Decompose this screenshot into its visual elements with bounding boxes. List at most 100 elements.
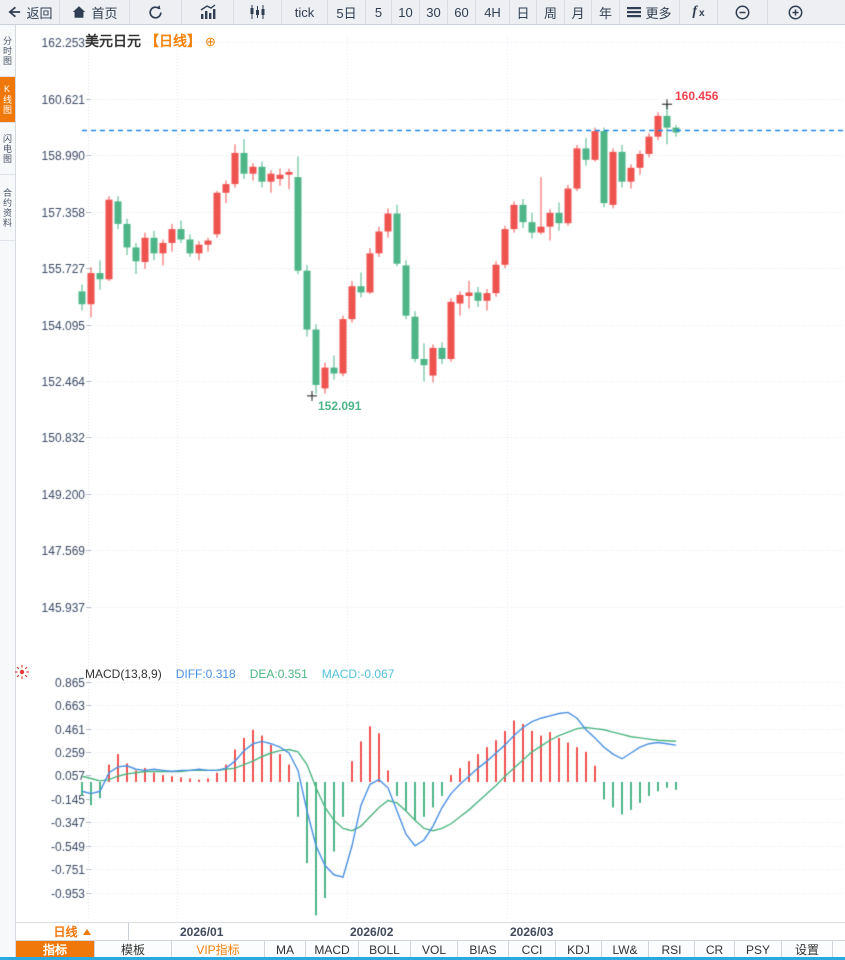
tab-vip-indicators[interactable]: VIP指标 (172, 941, 265, 958)
macd-macd-value: MACD:-0.067 (321, 667, 395, 681)
tab-kdj[interactable]: KDJ (556, 941, 602, 958)
tab-label: 模板 (120, 943, 145, 957)
candlestick-icon (249, 4, 266, 20)
period-label: 4H (484, 4, 501, 20)
sidebar-item-label: K线图 (2, 84, 12, 115)
tab-bias[interactable]: BIAS (458, 941, 509, 958)
tab-label: VOL (421, 942, 446, 957)
period-label: 周 (543, 5, 557, 21)
tab-label: LW& (612, 942, 638, 957)
tab-psy[interactable]: PSY (735, 941, 782, 958)
period-10min-button[interactable]: 10 (392, 0, 420, 24)
tab-macd[interactable]: MACD (306, 941, 359, 958)
period-4h-button[interactable]: 4H (476, 0, 510, 24)
high-price-marker: 160.456 (675, 89, 719, 104)
tick-period-button[interactable]: tick (282, 0, 328, 24)
macd-dea-value: DEA:0.351 (249, 667, 308, 681)
period-week-button[interactable]: 周 (537, 0, 565, 24)
tab-label: CR (705, 942, 724, 957)
period-selector-label: 日线 (53, 925, 78, 939)
period-day-button[interactable]: 日 (510, 0, 537, 24)
add-indicator-icon[interactable]: ⊕ (205, 33, 216, 49)
fx-icon-x: x (699, 8, 705, 19)
home-button[interactable]: 首页 (60, 0, 130, 24)
tab-settings[interactable]: 设置 (782, 941, 833, 958)
tab-vol[interactable]: VOL (411, 941, 458, 958)
macd-header: MACD(13,8,9) DIFF:0.318 DEA:0.351 MACD:-… (85, 667, 394, 681)
refresh-button[interactable] (130, 0, 182, 24)
indicator-tabbar: 指标 模板 VIP指标 MA MACD BOLL VOL BIAS CCI KD… (16, 940, 845, 958)
tab-label: CCI (521, 942, 543, 957)
tab-boll[interactable]: BOLL (359, 941, 411, 958)
tab-label: 设置 (794, 943, 819, 957)
symbol-name: 美元日元 (85, 33, 141, 49)
home-label: 首页 (91, 5, 118, 21)
tab-label: BIAS (469, 942, 497, 957)
sidebar-item-kline-chart[interactable]: K线图 (0, 77, 15, 123)
sidebar-item-label: 闪电图 (2, 133, 12, 164)
tab-cr[interactable]: CR (695, 941, 735, 958)
line-chart-button[interactable] (182, 0, 234, 24)
period-label: 日 (516, 5, 530, 21)
tab-ma[interactable]: MA (265, 941, 306, 958)
period-selector-dropdown[interactable]: 日线 (16, 923, 129, 941)
x-axis-label: 2026/01 (180, 925, 224, 939)
chart-type-sidebar: 分时图 K线图 闪电图 合约资料 (0, 25, 16, 958)
x-axis-label: 2026/02 (350, 925, 394, 939)
more-button[interactable]: 更多 (620, 0, 680, 24)
tab-label: 指标 (42, 943, 67, 957)
sidebar-item-lightning-chart[interactable]: 闪电图 (0, 123, 15, 175)
period-label: 60 (454, 4, 469, 20)
period-5min-button[interactable]: 5 (366, 0, 392, 24)
low-price-marker: 152.091 (318, 398, 362, 413)
period-label: 5日 (336, 5, 357, 21)
period-label: 年 (598, 5, 612, 21)
back-button[interactable]: 返回 (0, 0, 60, 24)
sidebar-item-time-chart[interactable]: 分时图 (0, 25, 15, 77)
period-label: 5 (374, 4, 383, 20)
candle-chart-button[interactable] (234, 0, 282, 24)
tab-rsi[interactable]: RSI (649, 941, 695, 958)
period-60min-button[interactable]: 60 (448, 0, 476, 24)
fx-icon: f (692, 4, 698, 19)
toolbar: 返回 首页 tick 5日 5 10 30 60 4H 日 周 月 年 更多 f… (0, 0, 845, 25)
tab-label: KDJ (567, 942, 590, 957)
period-label: 10 (398, 4, 413, 20)
zoom-in-icon (787, 4, 804, 21)
tab-cci[interactable]: CCI (509, 941, 556, 958)
chart-header: 美元日元 【日线】 ⊕ (85, 31, 216, 51)
period-30min-button[interactable]: 30 (420, 0, 448, 24)
tab-templates[interactable]: 模板 (95, 941, 172, 958)
period-5day-button[interactable]: 5日 (328, 0, 366, 24)
zoom-out-button[interactable] (718, 0, 768, 24)
back-label: 返回 (26, 5, 53, 21)
tab-label: MACD (314, 942, 350, 957)
tick-label: tick (294, 4, 315, 20)
zoom-out-icon (734, 4, 751, 21)
sidebar-item-label: 合约资料 (2, 187, 12, 228)
refresh-icon (147, 4, 164, 21)
period-month-button[interactable]: 月 (565, 0, 592, 24)
sidebar-item-contract-info[interactable]: 合约资料 (0, 175, 15, 241)
period-year-button[interactable]: 年 (592, 0, 620, 24)
period-label: 30 (426, 4, 441, 20)
x-axis-label: 2026/03 (510, 925, 554, 939)
tab-indicators[interactable]: 指标 (16, 941, 95, 958)
macd-title: MACD(13,8,9) (85, 667, 162, 681)
macd-diff-value: DIFF:0.318 (175, 667, 236, 681)
period-tag: 【日线】 (145, 33, 201, 49)
indicator-settings-icon[interactable] (14, 664, 30, 685)
more-label: 更多 (645, 5, 672, 21)
home-icon (71, 4, 87, 20)
tab-label: MA (276, 942, 294, 957)
tab-label: VIP指标 (196, 943, 240, 957)
tab-label: BOLL (369, 942, 400, 957)
tab-label: PSY (745, 942, 770, 957)
back-arrow-icon (6, 4, 22, 20)
sidebar-item-label: 分时图 (2, 35, 12, 66)
tab-lwr[interactable]: LW& (602, 941, 649, 958)
zoom-in-button[interactable] (768, 0, 823, 24)
triangle-up-icon (82, 928, 91, 935)
